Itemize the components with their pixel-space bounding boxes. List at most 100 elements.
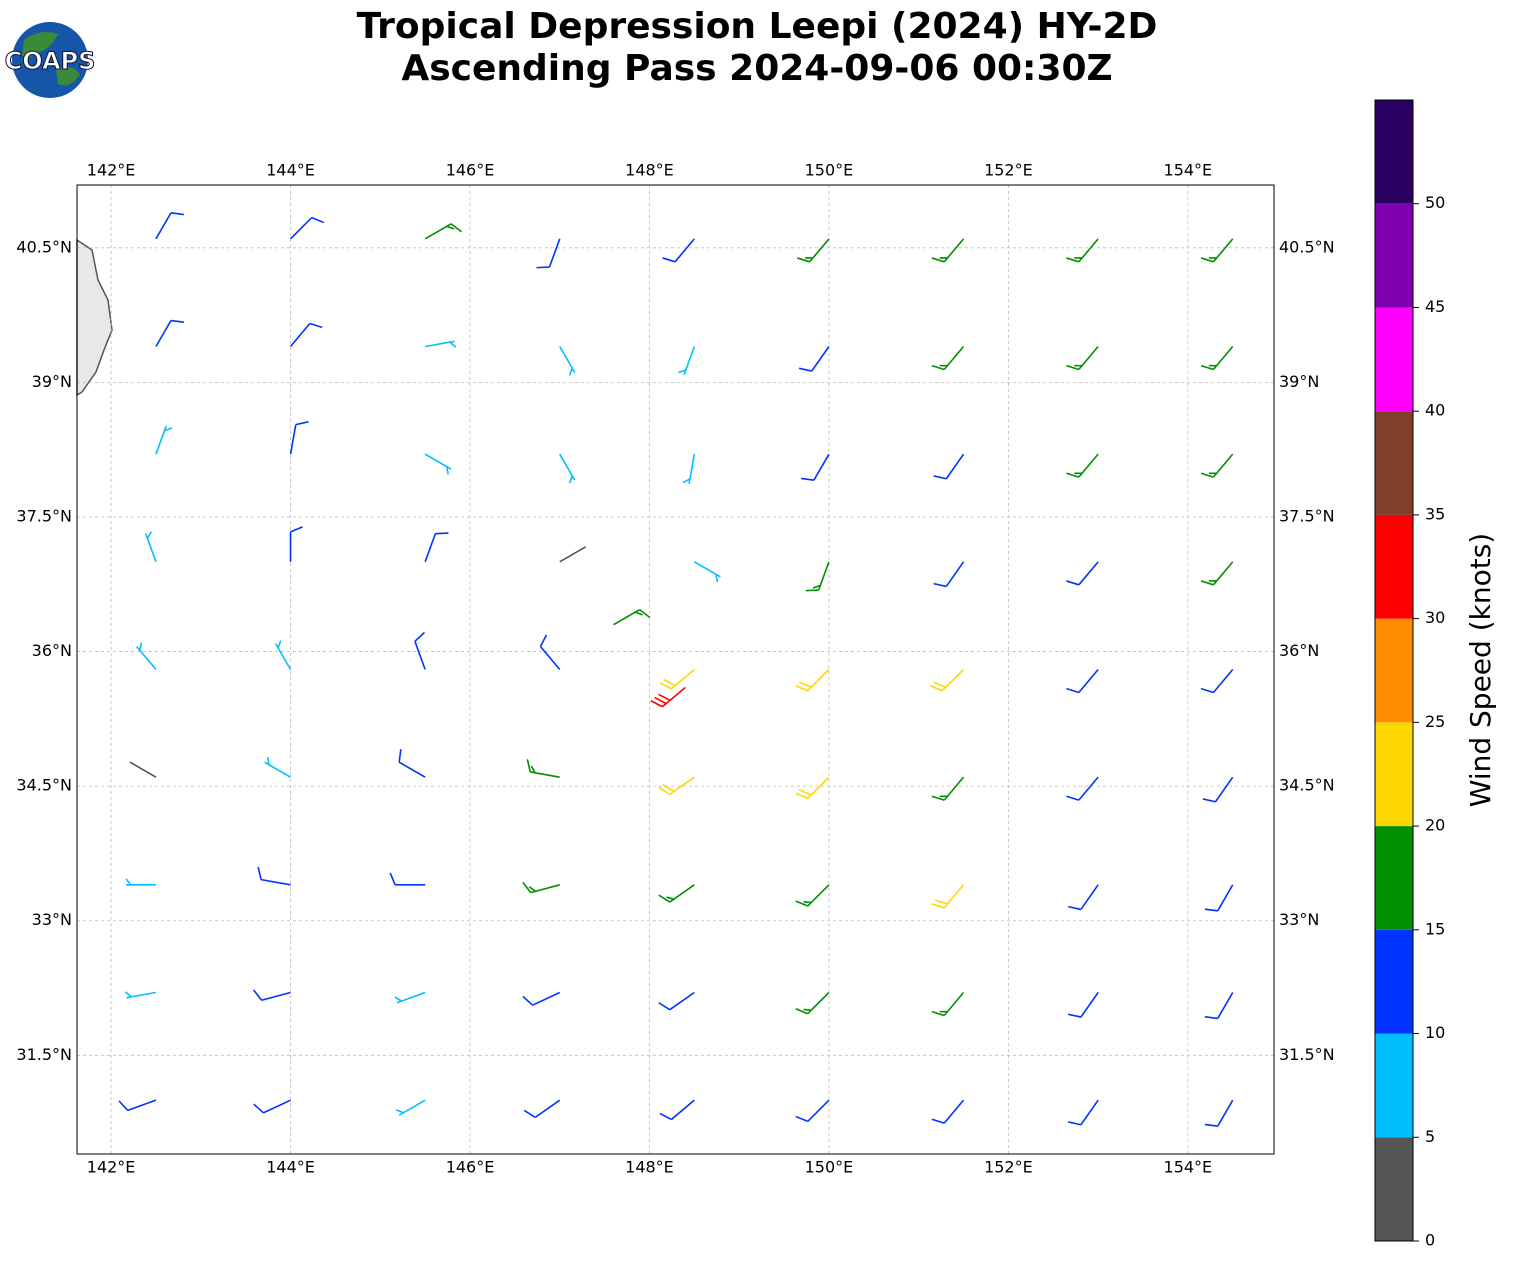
- x-tick-label: 146°E: [446, 1158, 495, 1177]
- y-tick-label: 39°N: [1279, 372, 1319, 391]
- wind-barb: [1204, 884, 1234, 912]
- wind-barb: [389, 872, 426, 886]
- wind-barb: [931, 345, 965, 371]
- wind-barb: [1202, 776, 1234, 803]
- wind-barb: [125, 878, 156, 886]
- wind-barb: [559, 546, 587, 563]
- wind-barb: [424, 223, 462, 240]
- wind-barb: [264, 756, 291, 778]
- x-tick-label: 154°E: [1164, 1158, 1213, 1177]
- wind-barb: [257, 866, 291, 886]
- y-tick-label: 36°N: [1279, 641, 1319, 660]
- wind-barb: [289, 421, 309, 455]
- wind-barb: [1068, 992, 1099, 1018]
- colorbar-segment: [1375, 722, 1413, 827]
- wind-barb: [155, 319, 184, 347]
- wind-barb: [650, 686, 686, 708]
- colorbar-segment: [1375, 1033, 1413, 1138]
- wind-barb: [931, 991, 965, 1017]
- wind-barb: [1066, 776, 1099, 801]
- wind-barb: [1200, 238, 1234, 263]
- y-tick-label: 33°N: [1279, 910, 1319, 929]
- wind-barb: [682, 454, 696, 484]
- wind-barb: [1200, 561, 1234, 586]
- wind-barb: [424, 453, 452, 475]
- wind-barb: [124, 991, 157, 999]
- wind-barb: [929, 668, 965, 692]
- wind-barb: [1204, 1099, 1234, 1127]
- wind-barb: [289, 322, 323, 348]
- logo: COAPS: [4, 22, 96, 98]
- colorbar-segment: [1375, 203, 1413, 308]
- colorbar-tick-label: 30: [1425, 608, 1445, 627]
- y-tick-label: 37.5°N: [16, 506, 72, 525]
- wind-barb: [1200, 668, 1234, 694]
- wind-barb: [523, 1099, 561, 1119]
- colorbar-label: Wind Speed (knots): [1464, 533, 1497, 807]
- wind-barb: [795, 668, 830, 692]
- wind-barb: [933, 453, 965, 480]
- x-tick-label: 152°E: [984, 161, 1033, 180]
- colorbar-segment: [1375, 929, 1413, 1034]
- chart-subtitle: Ascending Pass 2024-09-06 00:30Z: [401, 48, 1112, 89]
- x-tick-label: 148°E: [625, 1158, 674, 1177]
- colorbar-segment: [1375, 826, 1413, 930]
- colorbar-tick-label: 35: [1425, 504, 1445, 523]
- wind-barb: [522, 881, 560, 894]
- wind-barb: [658, 991, 695, 1011]
- colorbar-segment: [1375, 618, 1413, 723]
- wind-barb: [693, 561, 721, 583]
- wind-barb: [253, 989, 291, 1002]
- wind-barb: [155, 425, 173, 455]
- chart-title: Tropical Depression Leepi (2024) HY-2D: [357, 6, 1158, 47]
- colorbar-tick-label: 0: [1425, 1231, 1435, 1250]
- y-tick-label: 36°N: [32, 641, 72, 660]
- colorbar-segment: [1375, 411, 1413, 515]
- wind-barb: [931, 884, 965, 909]
- wind-barb: [414, 631, 426, 670]
- wind-barb: [539, 634, 561, 671]
- y-tick-label: 34.5°N: [1279, 776, 1335, 795]
- colorbar-segment: [1375, 1137, 1413, 1241]
- wind-barb: [289, 216, 325, 240]
- wind-barb: [424, 532, 449, 563]
- wind-barb: [613, 608, 651, 626]
- wind-barb: [398, 749, 426, 778]
- x-tick-label: 154°E: [1164, 161, 1213, 180]
- wind-barb: [1066, 668, 1099, 694]
- wind-barb: [425, 340, 457, 348]
- colorbar-frame: [1374, 99, 1414, 1242]
- colorbar-tick-label: 25: [1425, 712, 1445, 731]
- wind-barb: [1068, 1099, 1099, 1126]
- colorbar-segment: [1375, 514, 1413, 619]
- wind-barb: [395, 1099, 426, 1116]
- colorbar-segment: [1375, 307, 1413, 412]
- wind-barb: [536, 238, 561, 269]
- wind-barb: [559, 346, 576, 376]
- x-tick-label: 152°E: [984, 1158, 1033, 1177]
- wind-barb: [659, 1099, 695, 1121]
- colorbar-tick-label: 40: [1425, 401, 1445, 420]
- x-tick-label: 142°E: [87, 161, 136, 180]
- wind-barb: [678, 346, 696, 375]
- wind-barb: [129, 761, 157, 778]
- colorbar-tick-label: 50: [1425, 193, 1445, 212]
- wind-barb: [797, 238, 830, 263]
- wind-barb: [1066, 345, 1099, 371]
- colorbar-tick-label: 45: [1425, 297, 1445, 316]
- wind-barb: [522, 991, 561, 1006]
- wind-barb: [933, 561, 965, 588]
- y-tick-label: 31.5°N: [1279, 1045, 1335, 1064]
- colorbar-tick-label: 5: [1425, 1127, 1435, 1146]
- wind-barb: [289, 526, 303, 562]
- wind-barb: [118, 1099, 157, 1112]
- colorbar-tick-label: 10: [1425, 1023, 1445, 1042]
- wind-barb: [559, 453, 576, 484]
- x-tick-label: 146°E: [446, 161, 495, 180]
- wind-barb: [394, 991, 426, 1004]
- wind-barb: [1200, 453, 1234, 478]
- wind-barb: [274, 640, 292, 670]
- colorbar-tick-label: 15: [1425, 919, 1445, 938]
- wind-barb: [1204, 992, 1234, 1020]
